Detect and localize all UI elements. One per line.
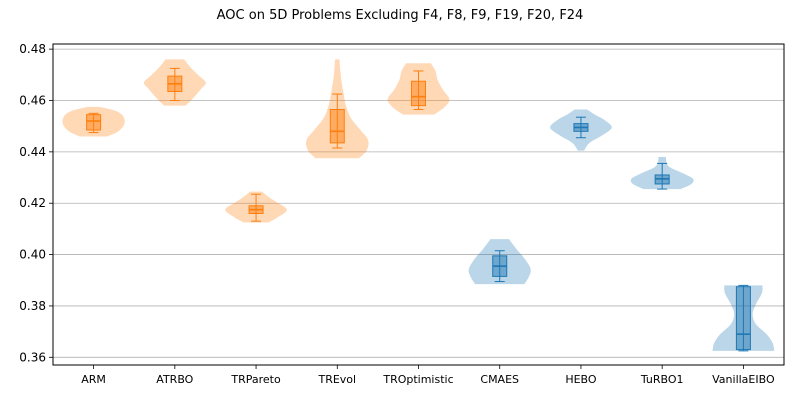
x-tick-label: TuRBO1 [640,373,684,386]
y-tick-label: 0.38 [19,299,46,313]
x-tick-label: ATRBO [156,373,193,386]
y-tick-label: 0.42 [19,196,46,210]
y-axis: 0.36 0.38 0.40 0.42 0.44 0.46 0.48 [19,42,53,364]
x-axis: ARM ATRBO TRPareto TREvol TROptimistic CMAES H… [81,365,775,386]
box-ARM [86,114,102,131]
box-VanillaEIBO [735,286,751,351]
y-tick-label: 0.40 [19,248,46,262]
x-tick-label: TRPareto [230,373,281,386]
x-tick-label: VanillaEIBO [712,373,775,386]
x-tick-label: ARM [81,373,106,386]
x-tick-label: HEBO [565,373,597,386]
boxplots [86,67,751,352]
x-tick-label: CMAES [480,373,519,386]
box-TREvol [329,108,345,144]
box-TROptimistic [411,80,426,107]
y-tick-label: 0.36 [19,350,46,364]
x-tick-label: TROptimistic [382,373,453,386]
chart-title: AOC on 5D Problems Excluding F4, F8, F9,… [217,8,584,23]
x-tick-label: TREvol [317,373,356,386]
y-tick-label: 0.46 [19,93,46,107]
y-tick-label: 0.48 [19,42,46,56]
y-tick-label: 0.44 [19,145,46,159]
